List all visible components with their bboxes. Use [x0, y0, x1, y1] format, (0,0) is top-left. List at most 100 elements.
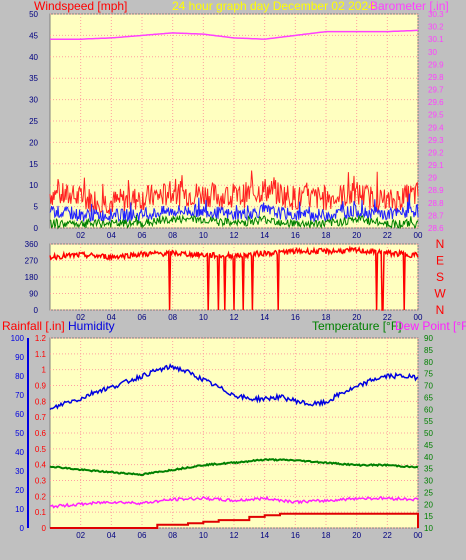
humidity-ytick-30: 30 — [15, 467, 24, 476]
wind-ytick-45: 45 — [29, 31, 38, 40]
baro-ytick-29.6: 29.6 — [428, 98, 444, 107]
rain-ytick-0.6: 0.6 — [35, 429, 47, 438]
direction-compass-W-1: W — [434, 287, 446, 301]
wind-ytick-15: 15 — [29, 160, 38, 169]
direction-ytick-270: 270 — [25, 257, 39, 266]
direction-xtick-12: 12 — [230, 313, 239, 322]
humidity-ytick-100: 100 — [11, 334, 25, 343]
climate-xtick-06: 06 — [138, 531, 147, 540]
wind-ytick-10: 10 — [29, 181, 38, 190]
baro-ytick-29: 29 — [428, 174, 437, 183]
humidity-ytick-90: 90 — [15, 353, 24, 362]
wind-xtick-10: 10 — [199, 231, 208, 240]
wind-ytick-40: 40 — [29, 53, 38, 62]
direction-ytick-180: 180 — [25, 273, 39, 282]
rain-ytick-0.9: 0.9 — [35, 382, 47, 391]
direction-ytick-360: 360 — [25, 240, 39, 249]
rainfall-series — [50, 512, 419, 529]
rain-ytick-1: 1 — [42, 366, 47, 375]
windspeed-title: Windspeed [mph] — [34, 0, 127, 13]
temperature-ytick-75: 75 — [424, 370, 433, 379]
temperature-series — [49, 458, 419, 476]
climate-xtick-22: 22 — [383, 531, 392, 540]
direction-compass-N-4: N — [436, 237, 445, 251]
temperature-ytick-55: 55 — [424, 417, 433, 426]
temperature-title: Temperature [°F] — [312, 319, 402, 333]
direction-xtick-08: 08 — [168, 313, 177, 322]
rain-ytick-0.1: 0.1 — [35, 508, 47, 517]
direction-xtick-18: 18 — [322, 313, 331, 322]
temperature-ytick-15: 15 — [424, 512, 433, 521]
climate-xtick-10: 10 — [199, 531, 208, 540]
temperature-ytick-35: 35 — [424, 465, 433, 474]
temperature-ytick-25: 25 — [424, 488, 433, 497]
wind-xtick-08: 08 — [168, 231, 177, 240]
temperature-ytick-30: 30 — [424, 477, 433, 486]
temperature-ytick-10: 10 — [424, 524, 433, 533]
wind-ytick-50: 50 — [29, 10, 38, 19]
direction-xtick-06: 06 — [138, 313, 147, 322]
wind-xtick-22: 22 — [383, 231, 392, 240]
temperature-ytick-90: 90 — [424, 334, 433, 343]
humidity-title: Humidity — [68, 319, 115, 333]
direction-xtick-04: 04 — [107, 313, 116, 322]
direction-xtick-22: 22 — [383, 313, 392, 322]
temperature-ytick-70: 70 — [424, 382, 433, 391]
climate-xtick-12: 12 — [230, 531, 239, 540]
wind-xtick-04: 04 — [107, 231, 116, 240]
climate-xtick-16: 16 — [291, 531, 300, 540]
wind-ytick-25: 25 — [29, 117, 38, 126]
temperature-ytick-45: 45 — [424, 441, 433, 450]
baro-ytick-29.2: 29.2 — [428, 148, 444, 157]
direction-xtick-16: 16 — [291, 313, 300, 322]
baro-ytick-30.1: 30.1 — [428, 35, 444, 44]
baro-ytick-30.3: 30.3 — [428, 10, 444, 19]
wind-xtick-20: 20 — [352, 231, 361, 240]
direction-xtick-10: 10 — [199, 313, 208, 322]
barometer-series — [50, 29, 418, 40]
humidity-ytick-80: 80 — [15, 372, 24, 381]
wind-ytick-0: 0 — [34, 224, 39, 233]
chart-date-title: 24 hour graph day December 02 2024 — [172, 0, 375, 13]
rain-ytick-0.7: 0.7 — [35, 413, 47, 422]
climate-xtick-20: 20 — [352, 531, 361, 540]
humidity-ytick-70: 70 — [15, 391, 24, 400]
wind-xtick-14: 14 — [260, 231, 269, 240]
direction-xtick-02: 02 — [76, 313, 85, 322]
direction-compass-E-3: E — [436, 254, 444, 268]
wind-ytick-5: 5 — [34, 203, 39, 212]
climate-xtick-14: 14 — [260, 531, 269, 540]
humidity-ytick-10: 10 — [15, 505, 24, 514]
temperature-ytick-40: 40 — [424, 453, 433, 462]
baro-ytick-29.8: 29.8 — [428, 73, 444, 82]
wind-xtick-06: 06 — [138, 231, 147, 240]
rain-ytick-1.1: 1.1 — [35, 350, 47, 359]
direction-xtick-00: 00 — [414, 313, 423, 322]
wind-direction-series — [49, 245, 419, 311]
temperature-ytick-60: 60 — [424, 405, 433, 414]
wind-gust-series — [49, 170, 419, 216]
baro-ytick-29.4: 29.4 — [428, 123, 444, 132]
wind-xtick-12: 12 — [230, 231, 239, 240]
baro-ytick-28.7: 28.7 — [428, 211, 444, 220]
baro-ytick-29.9: 29.9 — [428, 60, 444, 69]
baro-ytick-28.6: 28.6 — [428, 224, 444, 233]
wind-ytick-30: 30 — [29, 96, 38, 105]
baro-ytick-29.7: 29.7 — [428, 86, 444, 95]
wind-ytick-35: 35 — [29, 74, 38, 83]
dewpoint-title: Dew Point [°F] — [395, 319, 466, 333]
baro-ytick-29.1: 29.1 — [428, 161, 444, 170]
wind-ytick-20: 20 — [29, 138, 38, 147]
rainfall-title: Rainfall [.in] — [2, 319, 65, 333]
direction-xtick-14: 14 — [260, 313, 269, 322]
temperature-ytick-20: 20 — [424, 500, 433, 509]
rain-ytick-0.5: 0.5 — [35, 445, 47, 454]
humidity-ytick-20: 20 — [15, 486, 24, 495]
direction-xtick-20: 20 — [352, 313, 361, 322]
barometer-title: Barometer [.in] — [370, 0, 449, 13]
climate-xtick-00: 00 — [414, 531, 423, 540]
climate-xtick-08: 08 — [168, 531, 177, 540]
humidity-ytick-60: 60 — [15, 410, 24, 419]
humidity-ytick-50: 50 — [15, 429, 24, 438]
